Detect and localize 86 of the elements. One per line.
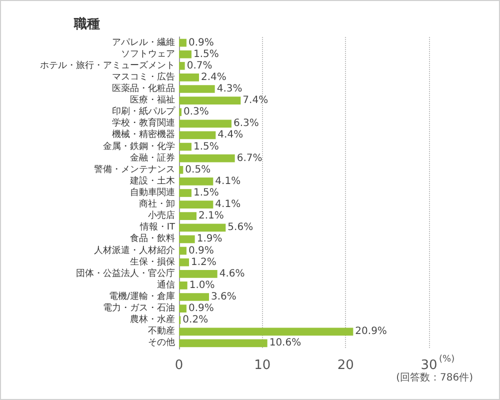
y-tick-label: 電力・ガス・石油 <box>103 302 175 314</box>
bar <box>179 282 188 290</box>
y-tick-label: ホテル・旅行・アミューズメント <box>40 60 175 71</box>
data-label: 2.4% <box>201 72 226 83</box>
y-tick-label: 学校・教育関連 <box>112 118 175 129</box>
bar <box>179 189 192 197</box>
data-label: 0.9% <box>188 37 214 48</box>
x-tick-label: 10 <box>254 358 271 373</box>
data-label: 3.6% <box>211 292 236 302</box>
bar <box>179 142 192 151</box>
data-label: 1.9% <box>196 234 222 245</box>
bar <box>179 293 209 301</box>
text: (回答数：786件) <box>396 372 474 384</box>
bar <box>179 120 232 128</box>
bar <box>179 50 192 58</box>
bar <box>179 166 184 174</box>
data-label: 1.5% <box>194 141 219 152</box>
y-tick-label: 通信 <box>157 279 175 290</box>
y-tick-label: 自動車関連 <box>130 187 175 198</box>
y-tick-label: 生保・損保 <box>130 256 175 268</box>
bar <box>179 200 214 208</box>
y-tick-label: 警備・メンテナンス <box>94 164 175 175</box>
data-label: 7.4% <box>242 95 268 106</box>
y-tick-label: ソフトウェア <box>121 49 175 60</box>
y-tick-label: その他 <box>148 337 175 348</box>
bar <box>179 270 218 278</box>
bar <box>179 178 214 186</box>
bar <box>179 304 186 312</box>
x-tick-label: 30 <box>420 358 438 373</box>
data-label: 4.4% <box>218 130 244 141</box>
data-label: 6.7% <box>236 152 262 164</box>
data-label: 6.3% <box>234 118 259 130</box>
bar <box>179 235 195 244</box>
data-label: 2.1% <box>198 210 224 222</box>
y-tick-label: 機械・精密機器 <box>112 129 175 140</box>
bar <box>179 38 186 47</box>
y-tick-label: 食品・飲料 <box>130 233 175 244</box>
y-tick-label: 医療・福祉 <box>130 94 175 106</box>
y-tick-label: マスコミ・広告 <box>112 71 175 82</box>
bar <box>179 212 196 220</box>
data-label: 4.3% <box>216 84 242 94</box>
data-label: 1.5% <box>194 48 219 60</box>
data-label: 20.9% <box>355 326 387 338</box>
y-tick-label: 人材派遣・人材紹介 <box>94 244 175 256</box>
y-tick-label: 電機/運輸・倉庫 <box>108 291 175 302</box>
data-label: 1.2% <box>191 256 216 268</box>
y-tick-label: 団体・公益法人・官公庁 <box>76 268 175 279</box>
data-label: 4.1% <box>215 199 241 210</box>
data-label: 0.7% <box>186 60 212 72</box>
y-tick-label: 情報・IT <box>138 222 176 233</box>
data-label: 1.5% <box>194 188 219 198</box>
x-tick-label: 20 <box>337 358 354 373</box>
y-tick-label: 建設・土木 <box>129 175 175 186</box>
x-axis-title: (%) <box>439 354 455 364</box>
bar <box>179 224 226 232</box>
bar <box>179 328 354 336</box>
bar <box>179 131 216 140</box>
data-label: 5.6% <box>228 222 254 234</box>
data-label: 10.6% <box>269 338 302 349</box>
data-label: 0.5% <box>185 164 211 176</box>
y-tick-label: 商社・卸 <box>139 198 175 210</box>
chart-title: 職種 <box>73 16 100 32</box>
y-tick-label: 医薬品・化粧品 <box>112 83 175 94</box>
data-label: 4.1% <box>215 176 241 187</box>
bar <box>179 74 199 82</box>
x-tick-label: 0 <box>174 358 184 373</box>
bar <box>179 62 185 70</box>
y-tick-label: 小売店 <box>148 210 175 222</box>
data-label: 0.2% <box>182 314 208 326</box>
y-tick-label: 金融・証券 <box>130 152 175 164</box>
bar <box>179 339 268 348</box>
y-tick-label: アパレル・繊維 <box>112 36 175 48</box>
y-tick-label: 農林・水産 <box>130 314 175 326</box>
bar <box>179 85 215 93</box>
data-label: 0.3% <box>184 106 209 118</box>
data-label: 4.6% <box>219 268 245 280</box>
bar <box>179 246 186 255</box>
data-label: 1.0% <box>189 280 215 291</box>
data-label: 0.9% <box>188 245 214 256</box>
y-tick-label: 金属・鉄鋼・化学 <box>103 140 175 152</box>
bar <box>179 96 241 104</box>
y-tick-label: 印刷・紙パルプ <box>112 106 176 118</box>
y-tick-label: 不動産 <box>148 326 175 337</box>
bar <box>179 258 189 266</box>
bar <box>179 154 235 162</box>
data-label: 0.9% <box>188 303 214 314</box>
